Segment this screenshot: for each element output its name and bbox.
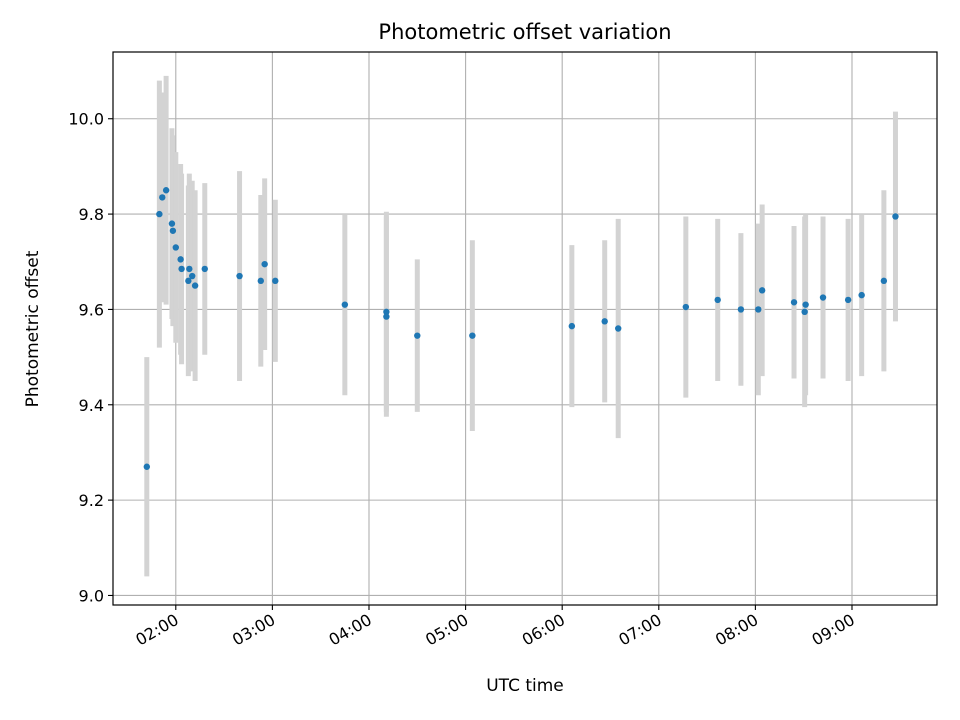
- data-point: [880, 277, 888, 285]
- plot-frame: [112, 51, 938, 606]
- y-axis-label: Photometric offset: [23, 250, 43, 407]
- data-point: [236, 272, 243, 280]
- data-point: [714, 296, 721, 304]
- data-point: [169, 227, 177, 234]
- data-point: [172, 244, 179, 251]
- y-tick-label: 9.0: [79, 586, 104, 605]
- data-point: [568, 322, 576, 330]
- data-point: [189, 272, 196, 280]
- data-point: [801, 308, 808, 316]
- data-point: [414, 332, 421, 339]
- x-axis-label: UTC time: [486, 676, 564, 696]
- data-point: [156, 210, 163, 218]
- y-tick-label: 9.6: [79, 300, 104, 319]
- data-point: [177, 256, 184, 263]
- data-point: [601, 318, 608, 325]
- y-tick-label: 9.4: [79, 396, 104, 415]
- data-point: [892, 213, 899, 220]
- data-point: [159, 194, 166, 201]
- y-tick-label: 9.8: [79, 205, 104, 224]
- grid: [113, 52, 937, 605]
- data-point: [615, 325, 622, 332]
- data-point: [162, 187, 170, 194]
- data-point: [191, 282, 199, 289]
- data-point: [185, 277, 192, 285]
- y-axis-ticks: 9.0 9.2 9.4 9.6 9.8 10.0: [68, 110, 113, 605]
- data-point: [758, 287, 766, 294]
- data-point: [168, 220, 176, 227]
- data-point: [790, 299, 798, 306]
- data-point: [844, 296, 852, 304]
- data-point: [261, 260, 268, 268]
- y-tick-label: 10.0: [68, 110, 104, 129]
- data-point: [341, 301, 349, 308]
- data-point: [755, 306, 762, 313]
- data-point: [858, 291, 865, 299]
- data-point: [682, 303, 690, 311]
- data-point: [737, 306, 745, 313]
- data-point: [469, 332, 476, 339]
- data-points: [143, 187, 899, 470]
- chart-title: Photometric offset variation: [378, 20, 671, 44]
- data-point: [178, 265, 185, 273]
- data-point: [201, 265, 208, 273]
- data-point: [186, 265, 193, 273]
- data-point: [383, 313, 390, 320]
- data-point: [383, 308, 390, 316]
- data-point: [819, 294, 827, 301]
- data-point: [143, 463, 151, 470]
- data-point: [257, 277, 264, 285]
- data-point: [272, 277, 279, 285]
- y-tick-label: 9.2: [79, 491, 104, 510]
- data-point: [802, 301, 809, 308]
